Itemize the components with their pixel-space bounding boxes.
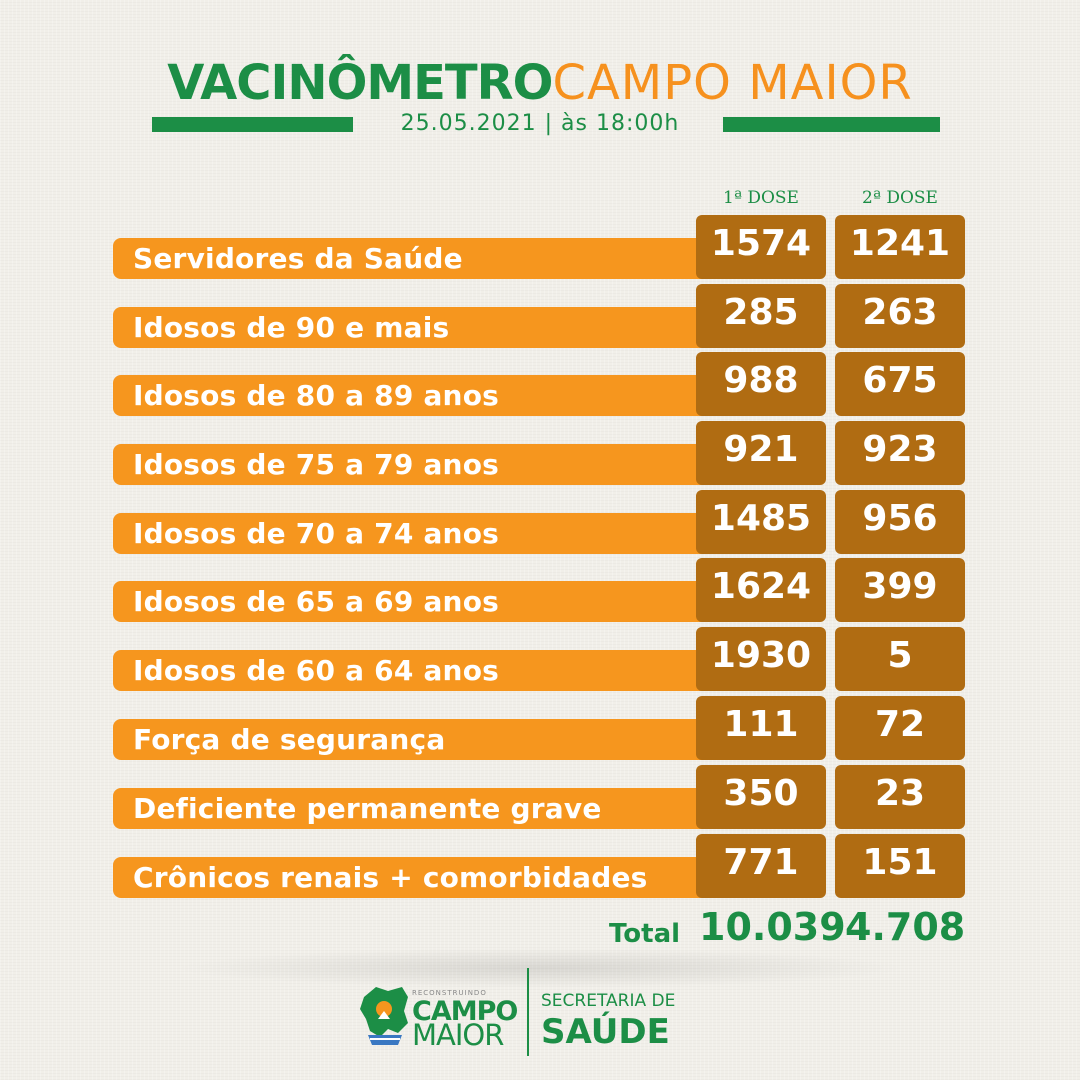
row-label: Idosos de 60 a 64 anos <box>133 654 499 687</box>
total-label: Total <box>609 919 681 949</box>
dose1-value: 921 <box>696 421 826 485</box>
dose1-value: 285 <box>696 284 826 348</box>
table-row: Deficiente permanente grave 350 23 <box>0 765 1080 829</box>
table-row: Idosos de 90 e mais 285 263 <box>0 284 1080 348</box>
dose2-value: 675 <box>835 352 965 416</box>
logo-reconstruindo: RECONSTRUINDO <box>412 989 487 997</box>
logo-campo: CAMPO <box>412 996 518 1027</box>
dose2-value: 23 <box>835 765 965 829</box>
page-title: VACINÔMETROCAMPO MAIOR <box>0 55 1080 111</box>
dose1-value: 1624 <box>696 558 826 622</box>
dose2-value: 956 <box>835 490 965 554</box>
row-label: Idosos de 65 a 69 anos <box>133 585 499 618</box>
table-row: Idosos de 65 a 69 anos 1624 399 <box>0 558 1080 622</box>
row-label: Idosos de 80 a 89 anos <box>133 379 499 412</box>
table-row: Idosos de 75 a 79 anos 921 923 <box>0 421 1080 485</box>
row-label: Idosos de 90 e mais <box>133 311 450 344</box>
total-dose1: 10.039 <box>699 905 846 949</box>
row-label-bar <box>113 719 703 760</box>
campo-maior-map-icon <box>360 987 408 1045</box>
row-label-bar <box>113 581 703 622</box>
table-row: Servidores da Saúde 1574 1241 <box>0 215 1080 279</box>
column-header-dose2: 2ª DOSE <box>862 188 938 208</box>
dose2-value: 399 <box>835 558 965 622</box>
dose1-value: 1930 <box>696 627 826 691</box>
logo-maior: MAIOR <box>412 1018 504 1052</box>
title-campo-maior: CAMPO MAIOR <box>552 55 913 111</box>
secretaria-label: SECRETARIA DE <box>541 991 676 1011</box>
row-label-bar <box>113 307 703 348</box>
dose1-value: 988 <box>696 352 826 416</box>
dose1-value: 111 <box>696 696 826 760</box>
row-label: Idosos de 70 a 74 anos <box>133 517 499 550</box>
dose1-value: 1574 <box>696 215 826 279</box>
column-header-dose1: 1ª DOSE <box>723 188 799 208</box>
row-label-bar <box>113 513 703 554</box>
row-label-bar <box>113 375 703 416</box>
saude-label: SAÚDE <box>541 1012 670 1052</box>
dose2-value: 923 <box>835 421 965 485</box>
row-label-bar <box>113 857 703 898</box>
table-row: Força de segurança 111 72 <box>0 696 1080 760</box>
dose2-value: 72 <box>835 696 965 760</box>
row-label: Idosos de 75 a 79 anos <box>133 448 499 481</box>
title-vacinometro: VACINÔMETRO <box>167 55 553 111</box>
table-row: Idosos de 60 a 64 anos 1930 5 <box>0 627 1080 691</box>
row-label: Força de segurança <box>133 723 446 756</box>
table-row: Idosos de 80 a 89 anos 988 675 <box>0 352 1080 416</box>
row-label-bar <box>113 650 703 691</box>
header-divider-right <box>723 117 940 132</box>
dose2-value: 263 <box>835 284 965 348</box>
row-label-bar <box>113 788 703 829</box>
dose2-value: 1241 <box>835 215 965 279</box>
header-divider-left <box>152 117 353 132</box>
footer-divider <box>527 968 529 1056</box>
total-dose2: 4.708 <box>845 905 966 949</box>
table-row: Idosos de 70 a 74 anos 1485 956 <box>0 490 1080 554</box>
dose1-value: 1485 <box>696 490 826 554</box>
row-label-bar <box>113 444 703 485</box>
dose1-value: 350 <box>696 765 826 829</box>
date-time: 25.05.2021 | às 18:00h <box>400 111 680 136</box>
row-label: Deficiente permanente grave <box>133 792 602 825</box>
row-label: Crônicos renais + comorbidades <box>133 861 648 894</box>
row-label-bar <box>113 238 703 279</box>
dose2-value: 5 <box>835 627 965 691</box>
footer-shadow <box>170 948 910 988</box>
table-row: Crônicos renais + comorbidades 771 151 <box>0 834 1080 898</box>
row-label: Servidores da Saúde <box>133 242 463 275</box>
dose1-value: 771 <box>696 834 826 898</box>
dose2-value: 151 <box>835 834 965 898</box>
